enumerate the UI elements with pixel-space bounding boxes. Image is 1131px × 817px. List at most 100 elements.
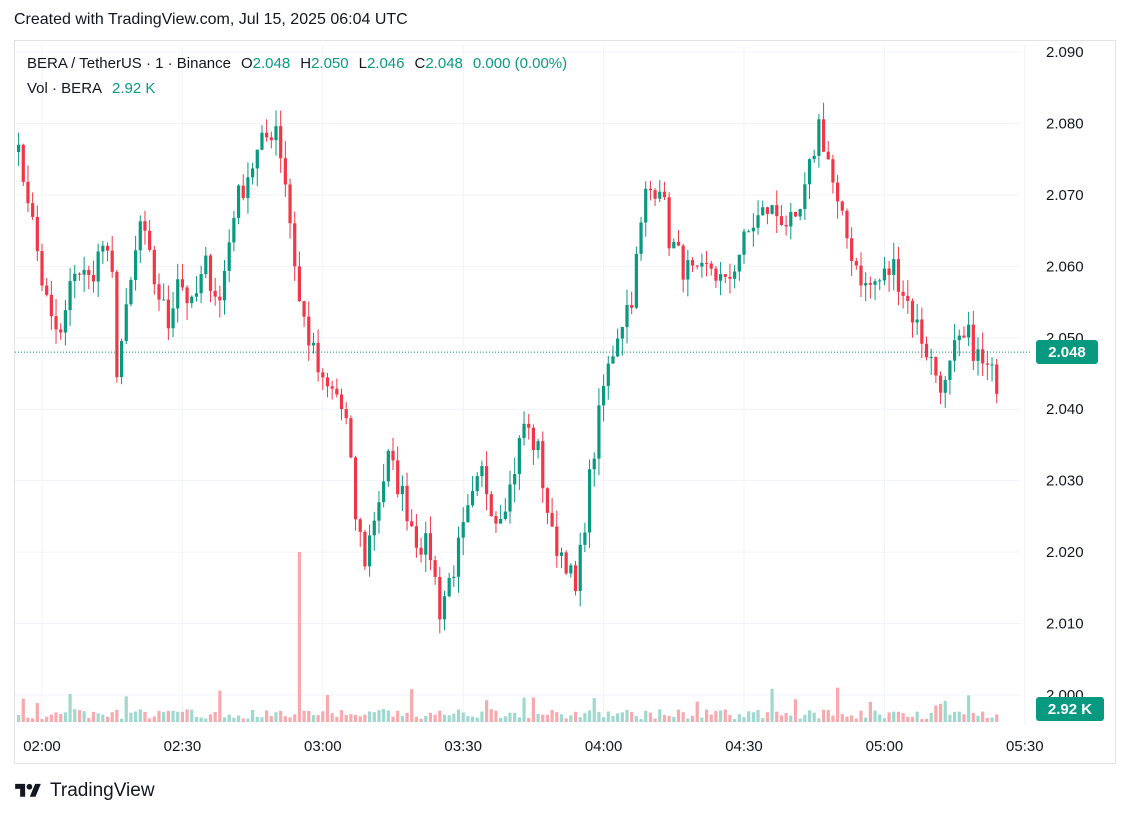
volume-bar <box>503 716 507 722</box>
candle-up <box>672 238 676 249</box>
volume-bar <box>87 717 91 722</box>
volume-bar <box>611 716 615 722</box>
candle-down <box>836 175 840 219</box>
volume-bar <box>419 718 423 722</box>
candle-up <box>733 265 737 289</box>
candle-down <box>826 140 830 160</box>
volume-bar <box>302 710 306 722</box>
candle-up <box>232 211 236 252</box>
candle-up <box>873 278 877 301</box>
volume-bar <box>775 711 779 722</box>
candle-body <box>868 283 872 285</box>
candle-up <box>747 229 751 233</box>
volume-label[interactable]: Vol · BERA <box>27 80 103 97</box>
candle-body <box>695 265 699 267</box>
candle-up <box>513 457 517 503</box>
candle-up <box>864 272 868 302</box>
candle-body <box>148 230 152 250</box>
candle-down <box>695 264 699 270</box>
candle-up <box>967 311 971 347</box>
volume-bar <box>438 710 442 722</box>
candle-body <box>316 342 320 373</box>
volume-bar <box>756 709 760 722</box>
candle-body <box>681 245 685 280</box>
candle-body <box>204 255 208 275</box>
candle-up <box>606 355 610 400</box>
volume-bar <box>405 712 409 722</box>
candle-body <box>672 241 676 249</box>
candle-body <box>807 159 812 185</box>
volume-legend: Vol · BERA 2.92 K <box>27 80 155 97</box>
volume-bar <box>924 718 929 722</box>
candle-down <box>31 192 35 220</box>
volume-bar <box>901 713 905 722</box>
volume-bar <box>152 716 156 722</box>
volume-bar <box>648 712 652 722</box>
volume-bar <box>35 703 39 722</box>
high-label: H <box>300 55 312 72</box>
volume-bar <box>737 714 741 722</box>
volume-bars <box>17 552 999 722</box>
volume-badge: 2.92 K <box>1036 697 1104 721</box>
volume-bar <box>68 693 72 722</box>
candle-body <box>251 168 255 178</box>
volume-bar <box>447 715 451 722</box>
candle-body <box>353 457 358 520</box>
volume-bar <box>494 710 498 722</box>
candle-up <box>311 332 316 354</box>
volume-bar <box>208 714 213 722</box>
candle-body <box>934 357 938 376</box>
volume-bar <box>812 712 816 722</box>
volume-bar <box>82 711 86 722</box>
candle-up <box>204 246 208 279</box>
volume-bar <box>475 717 479 722</box>
candle-down <box>241 174 245 201</box>
candle-up <box>522 411 526 446</box>
brand-name[interactable]: TradingView <box>50 780 155 801</box>
volume-bar <box>742 717 746 722</box>
candle-down <box>920 307 924 359</box>
volume-bar <box>513 712 517 722</box>
candle-body <box>236 185 241 218</box>
volume-bar <box>166 710 170 722</box>
candle-down <box>653 188 657 206</box>
candle-up <box>587 459 592 549</box>
volume-bar <box>971 713 975 722</box>
candle-body <box>957 335 961 341</box>
candle-body <box>157 284 161 300</box>
volume-bar <box>21 698 25 722</box>
candle-body <box>152 249 156 285</box>
candle-body <box>297 266 301 302</box>
volume-bar <box>723 709 727 722</box>
candle-down <box>91 260 96 293</box>
symbol-title[interactable]: BERA / TetherUS · 1 · Binance <box>27 55 231 72</box>
candle-body <box>882 268 886 281</box>
candle-body <box>728 276 732 279</box>
volume-bar <box>583 713 587 722</box>
candle-up <box>803 172 807 220</box>
candle-down <box>321 367 325 390</box>
volume-bar <box>143 711 147 722</box>
volume-bar <box>681 712 685 722</box>
volume-bar <box>442 714 447 722</box>
volume-bar <box>101 714 105 722</box>
candle-down <box>335 378 339 398</box>
candle-down <box>288 178 292 239</box>
candle-body <box>470 491 475 506</box>
candle-up <box>96 243 100 298</box>
volume-bar <box>77 710 82 722</box>
volume-bar <box>227 714 231 722</box>
candle-down <box>681 243 685 293</box>
candle-down <box>302 300 306 327</box>
candle-body <box>583 532 587 545</box>
volume-bar <box>414 716 418 722</box>
candle-body <box>63 310 67 333</box>
volume-bar <box>279 710 283 722</box>
candle-body <box>812 155 816 160</box>
candle-up <box>377 491 381 534</box>
candle-up <box>583 522 587 553</box>
candle-body <box>990 364 994 366</box>
volume-bar <box>821 709 826 722</box>
tradingview-logo-icon[interactable] <box>14 781 42 801</box>
